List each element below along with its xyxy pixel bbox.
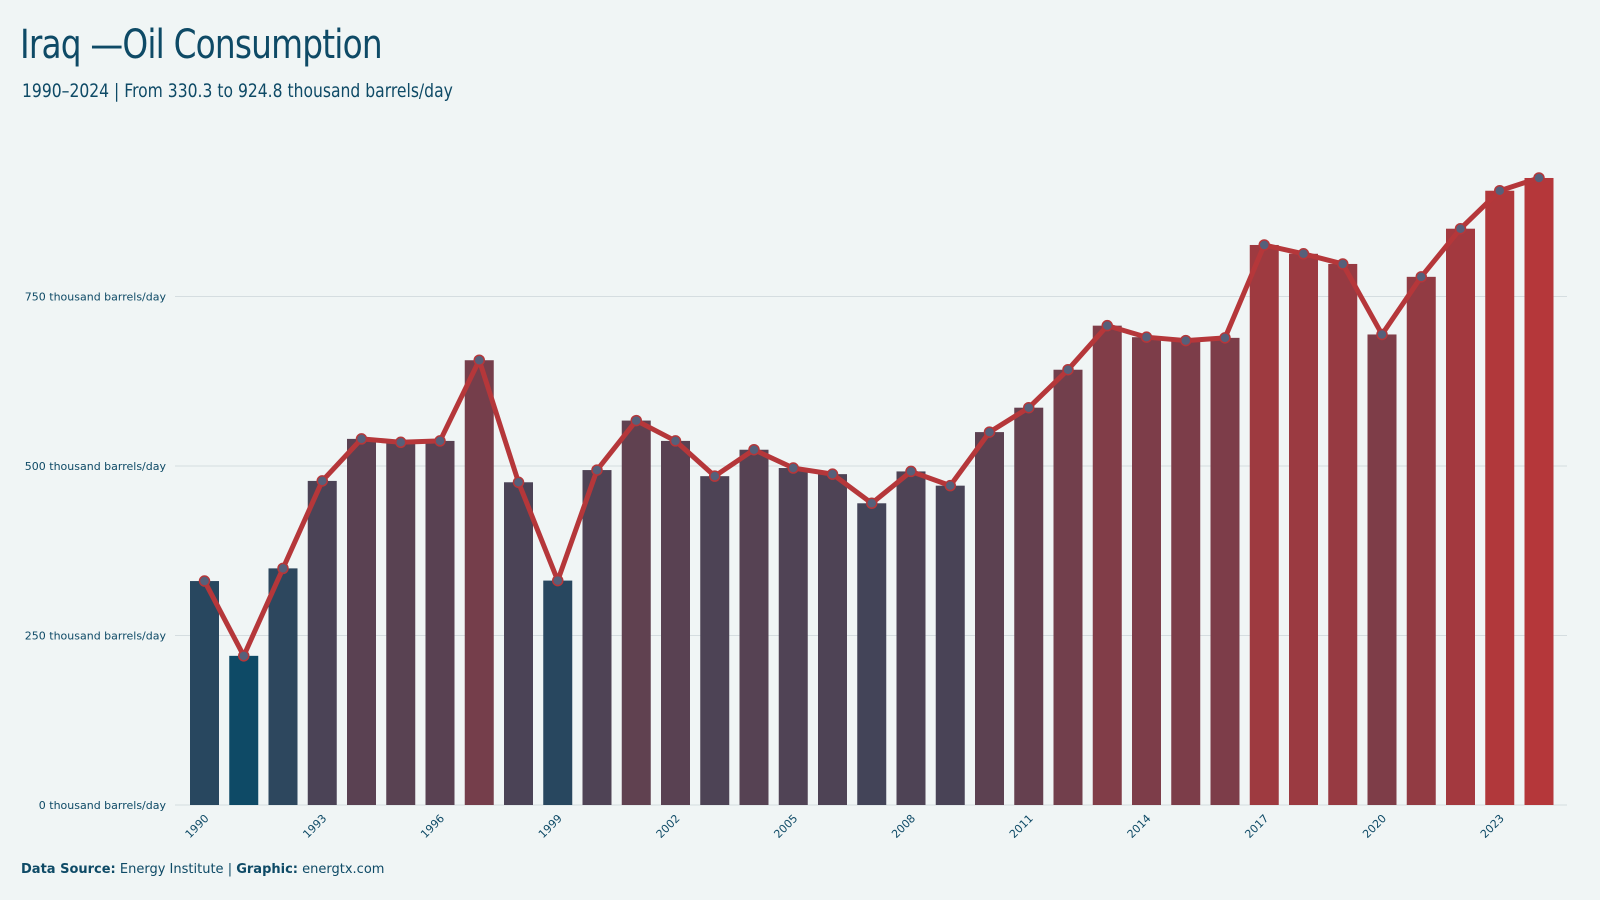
- markers: [198, 172, 1545, 662]
- bar-1996: [425, 440, 455, 805]
- bar-2001: [621, 420, 651, 805]
- bar-1992: [268, 568, 298, 805]
- x-tick-label: 2023: [1478, 812, 1507, 841]
- bar-2013: [1092, 325, 1122, 805]
- bar-2005: [778, 468, 808, 805]
- point-2013: [1101, 319, 1113, 332]
- point-2016: [1219, 332, 1231, 344]
- point-1992: [277, 562, 289, 575]
- source-label: Data Source:: [21, 862, 116, 877]
- point-2010: [983, 426, 996, 438]
- x-tick-label: 1996: [418, 812, 447, 841]
- point-2008: [905, 465, 917, 478]
- x-axis-ticks: 1990 1993 1996 1999 2002 2005 2008 2011 2014 2017…: [183, 812, 1507, 841]
- bar-2007: [857, 503, 887, 805]
- point-2003: [709, 470, 721, 482]
- x-tick-label: 2011: [1007, 812, 1036, 841]
- bar-2020: [1367, 334, 1397, 805]
- point-2015: [1180, 334, 1192, 347]
- chart-subtitle: 1990–2024 | From 330.3 to 924.8 thousand…: [22, 80, 453, 102]
- point-2021: [1415, 271, 1427, 283]
- bar-2008: [896, 471, 926, 805]
- bar-2009: [935, 485, 965, 805]
- point-2009: [944, 479, 956, 492]
- point-2024: [1533, 172, 1545, 184]
- point-2023: [1494, 184, 1506, 197]
- bar-2014: [1132, 337, 1161, 805]
- point-2019: [1337, 258, 1349, 270]
- x-tick-label: 1993: [300, 812, 329, 841]
- bar-2017: [1249, 244, 1279, 806]
- x-tick-label: 2020: [1360, 812, 1389, 841]
- y-tick-label: 0 thousand barrels/day: [39, 799, 167, 812]
- point-2001: [630, 414, 642, 427]
- point-2011: [1023, 401, 1035, 414]
- point-1999: [552, 574, 564, 587]
- point-2004: [748, 443, 760, 456]
- bar-2015: [1171, 340, 1201, 805]
- bar-2011: [1014, 407, 1044, 805]
- bar-2023: [1485, 190, 1515, 805]
- bar-2012: [1053, 369, 1083, 805]
- x-tick-label: 2002: [654, 812, 683, 841]
- bar-2022: [1446, 228, 1475, 805]
- bar-1995: [386, 442, 416, 805]
- point-2018: [1297, 248, 1310, 260]
- point-1996: [434, 435, 446, 447]
- point-2002: [669, 435, 682, 447]
- point-2012: [1062, 363, 1074, 376]
- point-2020: [1376, 328, 1388, 341]
- footer-separator: |: [227, 862, 233, 877]
- x-tick-label: 2005: [771, 812, 800, 841]
- bar-2002: [661, 440, 690, 805]
- bar-2006: [818, 474, 847, 805]
- x-tick-label: 1990: [183, 812, 212, 841]
- x-tick-label: 2014: [1125, 812, 1154, 841]
- bar-1991: [229, 655, 259, 805]
- bar-2010: [975, 432, 1004, 805]
- graphic-label: Graphic:: [236, 862, 298, 877]
- chart-title: Iraq —Oil Consumption: [20, 22, 383, 68]
- bar-2024: [1524, 177, 1554, 805]
- point-1991: [238, 650, 250, 662]
- x-tick-label: 2008: [889, 812, 918, 841]
- y-tick-label: 750 thousand barrels/day: [25, 291, 167, 304]
- point-2007: [866, 497, 878, 510]
- point-1994: [355, 433, 368, 445]
- bar-1990: [190, 581, 219, 805]
- bar-2004: [739, 449, 769, 805]
- bar-2019: [1328, 263, 1358, 805]
- y-tick-label: 250 thousand barrels/day: [25, 630, 167, 643]
- x-tick-label: 1999: [536, 812, 565, 841]
- bar-2021: [1406, 276, 1436, 805]
- bar-2018: [1289, 253, 1318, 805]
- bar-2000: [582, 470, 612, 805]
- point-2005: [787, 462, 799, 474]
- bar-2016: [1210, 337, 1240, 805]
- x-tick-label: 2017: [1242, 812, 1271, 841]
- bar-1993: [307, 480, 337, 805]
- point-2000: [591, 464, 603, 476]
- point-1993: [316, 475, 328, 487]
- footer: Data Source: Energy Institute | Graphic:…: [21, 862, 384, 877]
- graphic-value: energtx.com: [302, 862, 385, 877]
- bar-1999: [543, 580, 573, 805]
- point-2017: [1258, 239, 1270, 251]
- point-2014: [1140, 331, 1153, 343]
- y-tick-label: 500 thousand barrels/day: [25, 460, 167, 473]
- bar-1994: [347, 438, 376, 805]
- point-2022: [1454, 222, 1467, 235]
- point-2006: [826, 468, 839, 480]
- point-1998: [512, 476, 525, 489]
- bar-2003: [700, 476, 730, 805]
- point-1990: [198, 575, 211, 587]
- source-value: Energy Institute: [119, 862, 224, 877]
- bar-1997: [464, 360, 494, 805]
- point-1995: [395, 436, 407, 449]
- y-axis-ticks: 0 thousand barrels/day 250 thousand barre…: [25, 291, 167, 813]
- bar-1998: [504, 482, 533, 805]
- point-1997: [473, 354, 485, 366]
- bars: [190, 177, 1554, 806]
